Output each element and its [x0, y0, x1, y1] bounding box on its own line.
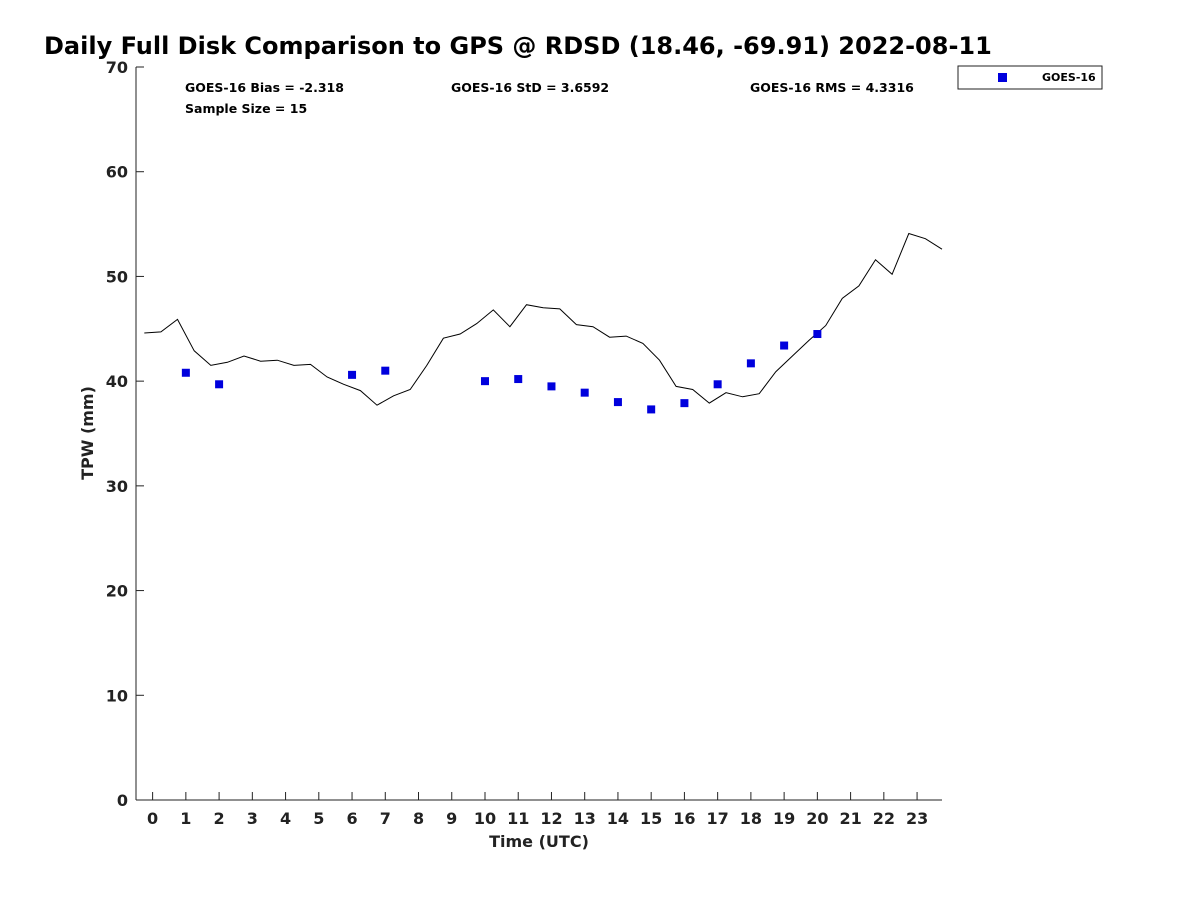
y-tick-label: 30	[106, 477, 128, 496]
x-tick-label: 20	[806, 809, 828, 828]
goes16-point	[713, 380, 722, 389]
y-tick-label: 0	[117, 791, 128, 810]
goes16-point	[746, 359, 755, 368]
goes16-point	[813, 330, 822, 339]
x-tick-label: 2	[214, 809, 225, 828]
x-tick-label: 6	[346, 809, 357, 828]
x-tick-label: 1	[180, 809, 191, 828]
x-tick-label: 8	[413, 809, 424, 828]
y-tick-label: 10	[106, 686, 128, 705]
legend-box	[957, 65, 1103, 90]
x-tick-label: 13	[574, 809, 596, 828]
y-tick-label: 20	[106, 582, 128, 601]
goes16-point	[381, 366, 390, 375]
goes16-point	[613, 398, 622, 407]
goes16-point	[580, 388, 589, 397]
bias-stat: GOES-16 Bias = -2.318	[185, 80, 344, 95]
gps-tpw-line	[144, 232, 943, 406]
x-tick-label: 18	[740, 809, 762, 828]
x-tick-label: 4	[280, 809, 291, 828]
x-tick-label: 14	[607, 809, 629, 828]
x-tick-label: 11	[507, 809, 529, 828]
goes16-point	[680, 399, 689, 408]
series-layer	[144, 232, 943, 414]
goes16-point	[181, 368, 190, 377]
x-axis-label: Time (UTC)	[489, 832, 589, 851]
x-tick-label: 22	[873, 809, 895, 828]
x-tick-label: 23	[906, 809, 928, 828]
x-tick-label: 12	[540, 809, 562, 828]
y-tick-label: 70	[106, 58, 128, 77]
y-tick-label: 40	[106, 372, 128, 391]
goes16-point	[547, 382, 556, 391]
y-ticks: 0 10 20 30 40 50 60 70	[106, 58, 144, 810]
x-tick-label: 10	[474, 809, 496, 828]
x-tick-label: 0	[147, 809, 158, 828]
goes16-point	[480, 377, 489, 386]
sample-size-stat: Sample Size = 15	[185, 101, 307, 116]
x-tick-label: 15	[640, 809, 662, 828]
x-tick-label: 16	[673, 809, 695, 828]
x-tick-label: 21	[839, 809, 861, 828]
rms-stat: GOES-16 RMS = 4.3316	[750, 80, 914, 95]
goes16-point	[514, 375, 523, 384]
x-tick-label: 9	[446, 809, 457, 828]
goes16-point	[647, 405, 656, 414]
y-axis-label: TPW (mm)	[78, 386, 97, 480]
x-ticks: 0 1 2 3 4 5 6 7 8 9 10 11 12 13 14 15 16 17 18 19 20 21 22 23	[147, 792, 928, 828]
y-tick-label: 50	[106, 267, 128, 286]
std-stat: GOES-16 StD = 3.6592	[451, 80, 609, 95]
legend-marker	[998, 73, 1007, 82]
legend-label-goes16: GOES-16	[1042, 71, 1096, 84]
x-tick-label: 5	[313, 809, 324, 828]
x-tick-label: 19	[773, 809, 795, 828]
chart-title: Daily Full Disk Comparison to GPS @ RDSD…	[44, 32, 992, 60]
goes16-point	[780, 341, 789, 350]
goes16-point	[215, 380, 224, 389]
y-tick-label: 60	[106, 163, 128, 182]
legend: GOES-16	[957, 65, 1103, 90]
goes16-point	[348, 370, 357, 379]
x-tick-label: 7	[380, 809, 391, 828]
x-tick-label: 3	[247, 809, 258, 828]
x-tick-label: 17	[707, 809, 729, 828]
